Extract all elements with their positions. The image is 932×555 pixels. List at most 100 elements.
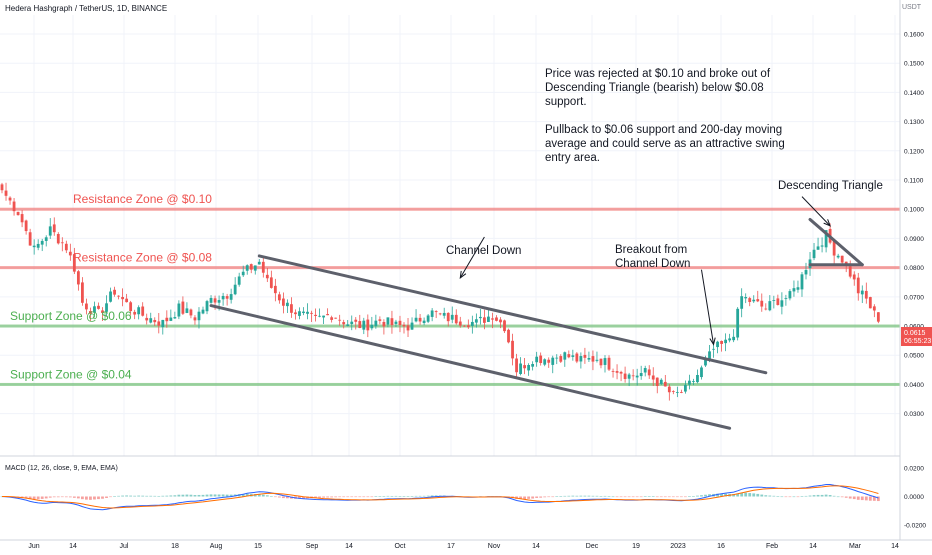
candle-body [342,322,346,325]
macd-histogram-bar [535,496,539,498]
zone-label-resistance: Resistance Zone @ $0.08 [73,251,212,265]
candle-body [470,321,474,326]
candle-body [796,287,800,290]
candle-body [72,254,76,272]
macd-histogram-bar [201,494,205,497]
candle-body [812,249,816,259]
candle-body [113,289,116,295]
macd-histogram-bar [756,493,760,497]
candle-body [410,322,414,330]
macd-histogram-bar [760,494,764,497]
candle-body [161,319,165,328]
x-tick-label: Mar [849,543,862,550]
macd-histogram-bar [241,493,245,497]
candle-body [511,340,514,359]
candle-body [579,356,583,362]
macd-histogram-bar [165,495,169,497]
candle-body [165,317,169,322]
macd-histogram-bar [575,495,579,497]
macd-histogram-bar [101,496,104,499]
macd-histogram-bar [655,496,659,498]
candle-body [129,302,133,312]
candle-body [68,251,72,256]
candle-body [627,374,631,379]
macd-histogram-bar [716,493,719,497]
candle-body [48,226,52,236]
zone-band-resistance [0,207,900,211]
candle-body [382,321,386,327]
candle-body [414,317,418,322]
candle-body [764,308,768,310]
candle-body [712,348,715,350]
macd-histogram-bar [282,496,285,499]
macd-histogram-bar [28,496,32,500]
candle-body [848,266,852,277]
macd-histogram-bar [269,496,273,497]
candle-body [277,294,281,301]
candle-body [237,276,241,285]
macd-histogram-bar [856,496,860,500]
x-tick-label: 19 [632,543,640,550]
macd-histogram-bar [583,495,587,497]
candle-body [527,365,531,371]
macd-histogram-bar [386,495,390,497]
candle-body [350,321,354,325]
candle-body [615,371,619,373]
candle-body [221,295,225,300]
candle-body [772,300,776,301]
candle-body [704,359,707,366]
macd-histogram-bar [788,496,792,498]
candle-body [824,230,828,248]
candle-body [647,369,651,376]
x-tick-label: 14 [891,543,899,550]
candle-body [366,319,370,331]
candle-body [760,300,764,307]
candle-body [265,274,269,279]
candle-body [752,299,756,302]
macd-histogram-bar [780,496,784,498]
macd-histogram-bar [659,496,663,498]
macd-histogram-bar [647,496,651,497]
macd-histogram-bar [704,494,707,497]
macd-title: MACD (12, 26, close, 9, EMA, EMA) [5,465,118,472]
macd-histogram-bar [68,496,72,498]
candle-body [631,375,635,377]
macd-histogram-bar [844,496,848,498]
macd-histogram-bar [607,496,611,497]
candle-body [571,355,575,357]
candle-body [81,282,84,303]
macd-histogram-bar [852,496,856,500]
candle-body [249,264,253,270]
macd-histogram-bar [539,496,543,498]
arrow-channel-down-head [459,270,467,279]
y-tick-label: 0.1100 [904,178,924,185]
y-tick-label: 0.1500 [904,61,924,68]
macd-histogram-bar [627,496,631,498]
macd-histogram-bar [137,495,141,497]
candle-body [667,386,671,393]
x-tick-label: 17 [447,543,455,550]
macd-histogram-bar [663,496,667,498]
macd-histogram-bar [547,496,551,498]
macd-histogram-bar [623,496,627,498]
macd-histogram-bar [430,495,434,497]
candle-body [587,357,591,360]
macd-histogram-bar [342,496,346,498]
candle-body [76,271,80,285]
candle-body [454,314,458,324]
macd-histogram-bar [402,496,406,497]
candle-body [836,255,840,258]
candle-body [16,211,20,216]
candle-body [20,214,24,223]
candle-body [52,224,56,233]
candle-body [840,255,844,263]
macd-y-tick-label: -0.0200 [904,523,926,530]
macd-histogram-bar [145,495,149,497]
candle-body [330,317,334,320]
x-tick-label: 14 [345,543,353,550]
macd-histogram-bar [684,496,687,498]
candle-body [105,303,108,312]
macd-histogram-bar [362,496,366,498]
macd-histogram-bar [177,494,181,497]
